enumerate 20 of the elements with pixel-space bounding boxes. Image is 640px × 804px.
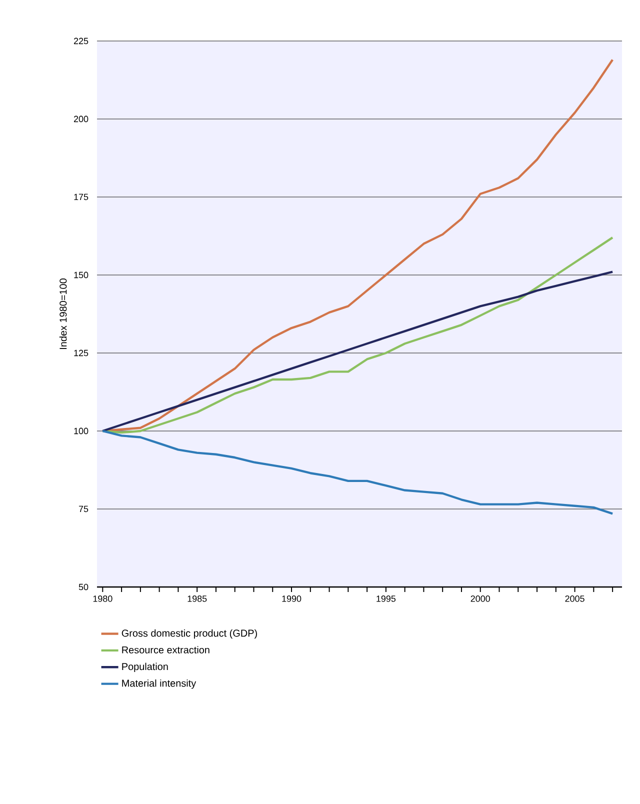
y-tick-label: 50	[78, 584, 88, 590]
y-tick-label: 200	[74, 116, 88, 122]
y-tick-label: 150	[74, 272, 88, 278]
x-tick-label: 1990	[282, 595, 302, 602]
y-tick-label: 75	[78, 506, 88, 512]
x-tick-label: 1995	[376, 595, 396, 602]
x-tick-label: 2005	[565, 595, 584, 602]
line-series	[102, 270, 614, 432]
legend-label: Material intensity	[122, 679, 196, 689]
y-axis-title: Index 1980=100	[59, 278, 67, 349]
y-tick-label: 225	[74, 38, 88, 44]
y-tick-label: 175	[74, 194, 88, 200]
legend-label: Population	[122, 662, 168, 672]
legend-label: Gross domestic product (GDP)	[122, 629, 257, 639]
y-tick-label: 100	[74, 428, 88, 434]
x-tick-label: 1980	[93, 595, 112, 602]
legend-label: Resource extraction	[122, 646, 210, 654]
x-tick-label: 2000	[470, 595, 490, 602]
x-tick-label: 1985	[188, 595, 207, 602]
y-tick-label: 125	[74, 350, 88, 356]
